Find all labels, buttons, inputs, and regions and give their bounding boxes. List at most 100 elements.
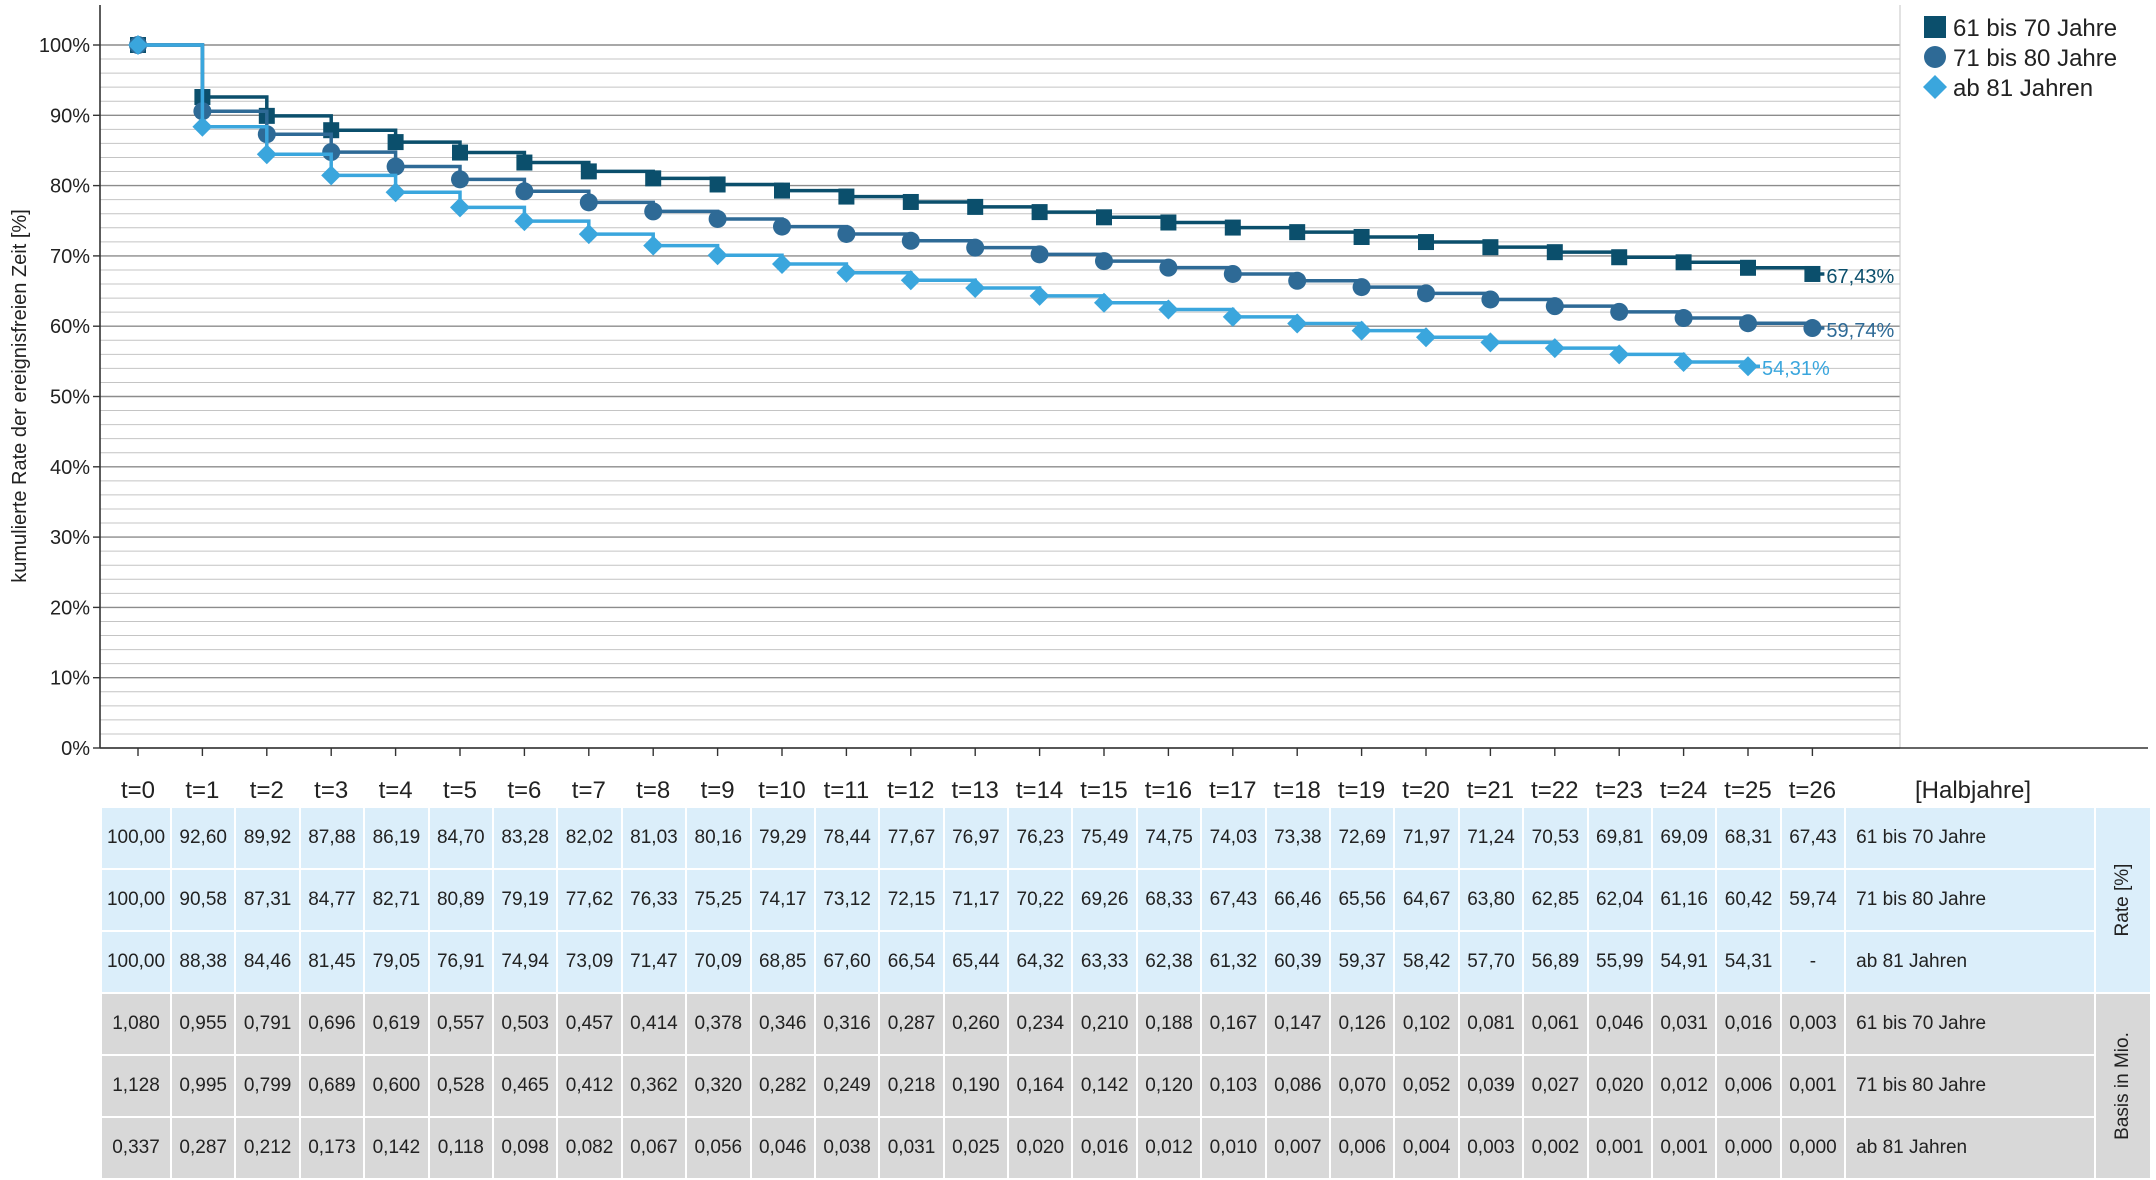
table-cell: 0,070 xyxy=(1330,1055,1396,1118)
table-cell: 0,025 xyxy=(943,1117,1010,1180)
table-cell: 81,03 xyxy=(621,808,688,870)
table-cell: 59,37 xyxy=(1330,931,1396,994)
table-cell: 0,995 xyxy=(171,1055,237,1118)
series-end-label: 67,43% xyxy=(1826,266,1894,288)
axes xyxy=(93,5,2148,756)
table-cell: 0,287 xyxy=(879,993,945,1056)
table-cell: 0,414 xyxy=(621,993,688,1056)
table-row: 100,00 92,60 89,92 87,88 86,19 84,70 83,28 82,0… xyxy=(102,808,2153,994)
data-point-circle xyxy=(1223,264,1242,283)
table-cell: 68,31 xyxy=(1716,808,1782,870)
table-cell: 70,53 xyxy=(1523,808,1589,870)
table-cell: 76,97 xyxy=(943,808,1010,870)
table-cell: 0,098 xyxy=(492,1117,559,1180)
table-cell: 0,362 xyxy=(621,1055,688,1118)
table-cell: 100,00 xyxy=(102,808,172,870)
table-cell: 68,85 xyxy=(750,931,816,994)
data-point-circle xyxy=(1674,309,1693,328)
data-point-circle xyxy=(901,231,920,250)
table-cell: 0,001 xyxy=(1780,1055,1847,1118)
data-point-diamond xyxy=(1287,313,1308,334)
table-cell: 0,000 xyxy=(1780,1117,1847,1180)
data-point-diamond xyxy=(192,116,213,137)
data-point-square xyxy=(1740,259,1756,276)
data-point-square xyxy=(1418,234,1434,251)
data-point-diamond xyxy=(256,144,277,165)
table-cell: 70,09 xyxy=(686,931,752,994)
data-point-square xyxy=(1675,254,1692,271)
data-point-diamond xyxy=(836,262,857,283)
table-cell: 0,465 xyxy=(492,1055,559,1118)
data-point-diamond xyxy=(1738,356,1758,377)
table-cell: 65,56 xyxy=(1330,869,1396,932)
table-cell: 58,42 xyxy=(1394,931,1460,994)
table-cell: 100,00 xyxy=(102,869,172,932)
data-point-circle xyxy=(1288,271,1307,290)
table-cell: 0,039 xyxy=(1458,1055,1525,1118)
data-point-square xyxy=(1289,224,1306,241)
table-cell: 0,173 xyxy=(299,1117,366,1180)
table-cell: 54,91 xyxy=(1651,931,1718,994)
y-axis-title: kumulierte Rate der ereignisfreien Zeit … xyxy=(9,209,31,583)
table-cell: 0,234 xyxy=(1008,993,1074,1056)
table-cell: 0,056 xyxy=(686,1117,752,1180)
table-cell: 69,26 xyxy=(1072,869,1138,932)
row-label: 71 bis 80 Jahre xyxy=(1845,1055,2097,1118)
table-cell: 0,086 xyxy=(1265,1055,1332,1118)
data-point-circle xyxy=(451,170,469,189)
table-cell: 0,337 xyxy=(102,1117,172,1180)
table-cell: 90,58 xyxy=(171,869,237,932)
data-point-square xyxy=(774,182,790,199)
x-tick-label: t=4 xyxy=(379,777,413,804)
data-point-square xyxy=(1482,239,1499,256)
data-point-square xyxy=(838,188,855,205)
data-point-circle xyxy=(1610,302,1629,321)
table-cell: 0,001 xyxy=(1587,1117,1653,1180)
data-point-diamond xyxy=(1029,285,1050,306)
data-point-circle xyxy=(644,202,663,221)
table-cell: 0,320 xyxy=(686,1055,752,1118)
table-cell: 0,282 xyxy=(750,1055,816,1118)
table-cell: 73,12 xyxy=(814,869,881,932)
data-point-square xyxy=(1160,214,1177,231)
rate-group-label: Rate [%] xyxy=(2095,808,2153,994)
table-cell: 88,38 xyxy=(171,931,237,994)
row-label: 61 bis 70 Jahre xyxy=(1845,993,2097,1056)
axis-labels: 0% 10% 20% 30% 40% 50% 60% 70% 80% 90% 100% t=0 t=1 t… xyxy=(9,35,2031,804)
data-point-square xyxy=(967,198,984,215)
data-point-diamond xyxy=(1094,292,1114,313)
table-cell: 0,082 xyxy=(557,1117,623,1180)
table-cell: 0,212 xyxy=(235,1117,301,1180)
table-cell: 73,09 xyxy=(557,931,623,994)
table-cell: 61,16 xyxy=(1651,869,1718,932)
table-cell: 86,19 xyxy=(364,808,430,870)
table-cell: 62,38 xyxy=(1136,931,1203,994)
row-label: 61 bis 70 Jahre xyxy=(1845,808,2097,870)
data-point-diamond xyxy=(643,235,664,256)
data-point-square xyxy=(645,170,662,187)
table-cell: 0,016 xyxy=(1716,993,1782,1056)
data-point-diamond xyxy=(450,197,470,218)
x-tick-label: t=19 xyxy=(1338,777,1385,804)
table-cell: 0,120 xyxy=(1136,1055,1203,1118)
x-tick-label: t=11 xyxy=(824,777,870,804)
table-cell: 71,17 xyxy=(943,869,1010,932)
table-cell: 0,103 xyxy=(1201,1055,1267,1118)
table-cell: 92,60 xyxy=(171,808,237,870)
table-cell: 0,067 xyxy=(621,1117,688,1180)
data-point-square xyxy=(1096,209,1112,226)
table-cell: 75,25 xyxy=(686,869,752,932)
table-cell: 1,080 xyxy=(102,993,172,1056)
row-label: 71 bis 80 Jahre xyxy=(1845,869,2097,932)
table-cell: 0,412 xyxy=(557,1055,623,1118)
legend-circle-icon xyxy=(1924,46,1946,68)
table-cell: 0,081 xyxy=(1458,993,1525,1056)
table-cell: 0,001 xyxy=(1651,1117,1718,1180)
data-point-square xyxy=(1804,265,1821,282)
data-point-circle xyxy=(322,143,341,162)
data-point-square xyxy=(516,154,533,171)
table-cell: 0,799 xyxy=(235,1055,301,1118)
data-point-square xyxy=(580,163,597,180)
table-cell: 0,378 xyxy=(686,993,752,1056)
y-tick-label: 10% xyxy=(50,668,90,690)
